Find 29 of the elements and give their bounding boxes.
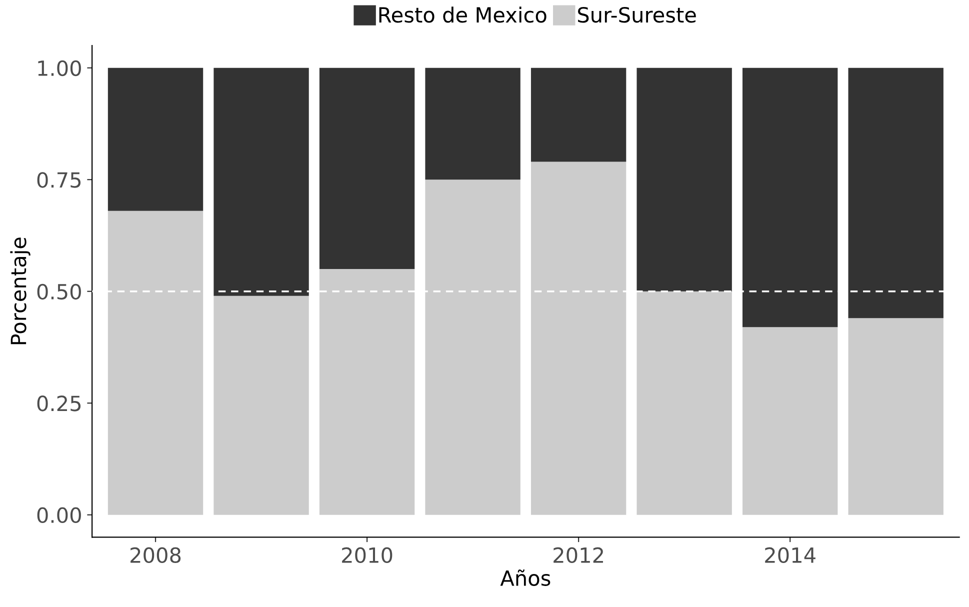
bar: [848, 318, 944, 515]
legend-label: Resto de Mexico: [379, 6, 546, 23]
y-axis-title: Porcentaje: [10, 238, 30, 344]
bar: [108, 68, 204, 211]
bar: [319, 68, 415, 270]
bar: [530, 68, 626, 162]
bar: [742, 327, 838, 515]
bar: [108, 210, 204, 515]
bar: [214, 296, 309, 515]
x-axis-title: Años: [500, 570, 550, 586]
bar: [425, 180, 520, 515]
bar: [848, 68, 944, 318]
bar: [530, 162, 626, 515]
y-tick-label: 0.00: [37, 507, 81, 524]
bar: [636, 291, 732, 515]
y-tick-label: 0.25: [37, 396, 81, 412]
y-tick-label: 0.50: [37, 284, 81, 300]
y-tick-label: 1.00: [38, 60, 81, 76]
bar: [636, 68, 732, 292]
x-tick-label: 2014: [765, 547, 816, 564]
y-tick-label: 0.75: [37, 172, 81, 188]
x-tick-label: 2008: [130, 547, 181, 564]
x-tick-label: 2010: [342, 547, 392, 564]
bar: [742, 68, 838, 328]
legend-label: Sur-Sureste: [578, 6, 696, 23]
bar: [425, 68, 520, 180]
bar: [319, 269, 415, 515]
x-tick-label: 2012: [554, 547, 603, 564]
bar: [214, 68, 309, 296]
